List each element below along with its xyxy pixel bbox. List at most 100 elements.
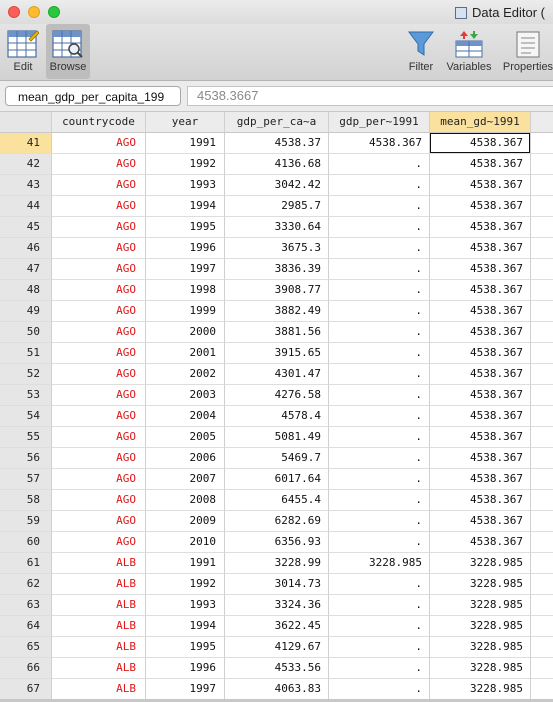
gdp-per-capita-1991-cell[interactable]: .	[329, 616, 430, 637]
year-cell[interactable]: 1993	[146, 595, 225, 616]
gdp-per-capita-1991-cell[interactable]: .	[329, 154, 430, 175]
table-row[interactable]: 42 AGO 1992 4136.68. 4538.367	[0, 154, 553, 175]
mean-gdp-1991-cell[interactable]: 4538.367	[430, 385, 531, 406]
mean-gdp-1991-cell[interactable]: 4538.367	[430, 427, 531, 448]
row-number-cell[interactable]: 52	[0, 364, 52, 385]
mean-gdp-1991-cell[interactable]: 4538.367	[430, 238, 531, 259]
mean-gdp-1991-cell[interactable]: 4538.367	[430, 490, 531, 511]
row-number-cell[interactable]: 58	[0, 490, 52, 511]
year-cell[interactable]: 1996	[146, 658, 225, 679]
countrycode-cell[interactable]: AGO	[52, 301, 146, 322]
table-row[interactable]: 43 AGO 1993 3042.42. 4538.367	[0, 175, 553, 196]
table-row[interactable]: 63 ALB 1993 3324.36. 3228.985	[0, 595, 553, 616]
mean-gdp-1991-cell[interactable]: 4538.367	[430, 469, 531, 490]
row-number-cell[interactable]: 63	[0, 595, 52, 616]
mean-gdp-1991-cell[interactable]: 4538.367	[430, 322, 531, 343]
row-number-cell[interactable]: 60	[0, 532, 52, 553]
gdp-per-capita-1991-cell[interactable]: .	[329, 175, 430, 196]
countrycode-cell[interactable]: ALB	[52, 553, 146, 574]
mean-gdp-1991-cell[interactable]: 4538.367	[430, 532, 531, 553]
row-number-cell[interactable]: 42	[0, 154, 52, 175]
column-header-year[interactable]: year	[146, 112, 225, 133]
gdp-per-capita-cell[interactable]: 4538.37	[225, 133, 329, 154]
year-cell[interactable]: 1999	[146, 301, 225, 322]
gdp-per-capita-1991-cell[interactable]: .	[329, 595, 430, 616]
mean-gdp-1991-cell[interactable]: 4538.367	[430, 259, 531, 280]
table-row[interactable]: 44 AGO 1994 2985.7. 4538.367	[0, 196, 553, 217]
countrycode-cell[interactable]: AGO	[52, 154, 146, 175]
year-cell[interactable]: 2002	[146, 364, 225, 385]
table-row[interactable]: 60 AGO 2010 6356.93. 4538.367	[0, 532, 553, 553]
table-row[interactable]: 65 ALB 1995 4129.67. 3228.985	[0, 637, 553, 658]
mean-gdp-1991-cell[interactable]: 3228.985	[430, 616, 531, 637]
column-header-mean-gdp-1991[interactable]: mean_gd~1991	[430, 112, 531, 133]
countrycode-cell[interactable]: AGO	[52, 343, 146, 364]
gdp-per-capita-1991-cell[interactable]: .	[329, 196, 430, 217]
row-number-cell[interactable]: 59	[0, 511, 52, 532]
gdp-per-capita-1991-cell[interactable]: .	[329, 511, 430, 532]
column-header-countrycode[interactable]: countrycode	[52, 112, 146, 133]
mean-gdp-1991-cell[interactable]: 4538.367	[430, 154, 531, 175]
countrycode-cell[interactable]: AGO	[52, 427, 146, 448]
mean-gdp-1991-cell[interactable]: 4538.367	[430, 511, 531, 532]
table-row[interactable]: 52 AGO 2002 4301.47. 4538.367	[0, 364, 553, 385]
row-number-cell[interactable]: 41	[0, 133, 52, 154]
gdp-per-capita-cell[interactable]: 3330.64	[225, 217, 329, 238]
mean-gdp-1991-cell[interactable]: 4538.367	[430, 406, 531, 427]
gdp-per-capita-cell[interactable]: 3622.45	[225, 616, 329, 637]
gdp-per-capita-1991-cell[interactable]: .	[329, 217, 430, 238]
gdp-per-capita-1991-cell[interactable]: .	[329, 406, 430, 427]
gdp-per-capita-cell[interactable]: 3324.36	[225, 595, 329, 616]
gdp-per-capita-1991-cell[interactable]: .	[329, 448, 430, 469]
table-row[interactable]: 46 AGO 1996 3675.3. 4538.367	[0, 238, 553, 259]
gdp-per-capita-1991-cell[interactable]: 4538.367	[329, 133, 430, 154]
mean-gdp-1991-cell[interactable]: 4538.367	[430, 280, 531, 301]
countrycode-cell[interactable]: AGO	[52, 259, 146, 280]
edit-mode-button[interactable]: Edit	[0, 24, 46, 79]
mean-gdp-1991-cell[interactable]: 3228.985	[430, 658, 531, 679]
table-row[interactable]: 50 AGO 2000 3881.56. 4538.367	[0, 322, 553, 343]
variables-button[interactable]: Variables	[440, 24, 498, 79]
gdp-per-capita-1991-cell[interactable]: .	[329, 343, 430, 364]
gdp-per-capita-1991-cell[interactable]: .	[329, 427, 430, 448]
row-number-cell[interactable]: 43	[0, 175, 52, 196]
row-number-cell[interactable]: 48	[0, 280, 52, 301]
gdp-per-capita-1991-cell[interactable]: .	[329, 259, 430, 280]
gdp-per-capita-cell[interactable]: 4301.47	[225, 364, 329, 385]
year-cell[interactable]: 1995	[146, 637, 225, 658]
gdp-per-capita-1991-cell[interactable]: .	[329, 469, 430, 490]
gdp-per-capita-1991-cell[interactable]: .	[329, 490, 430, 511]
year-cell[interactable]: 2007	[146, 469, 225, 490]
countrycode-cell[interactable]: ALB	[52, 574, 146, 595]
year-cell[interactable]: 1991	[146, 553, 225, 574]
year-cell[interactable]: 1992	[146, 154, 225, 175]
year-cell[interactable]: 1992	[146, 574, 225, 595]
gdp-per-capita-cell[interactable]: 3014.73	[225, 574, 329, 595]
filter-button[interactable]: Filter	[402, 24, 440, 79]
gdp-per-capita-1991-cell[interactable]: .	[329, 658, 430, 679]
gdp-per-capita-cell[interactable]: 4533.56	[225, 658, 329, 679]
countrycode-cell[interactable]: AGO	[52, 490, 146, 511]
gdp-per-capita-cell[interactable]: 4578.4	[225, 406, 329, 427]
gdp-per-capita-cell[interactable]: 6017.64	[225, 469, 329, 490]
gdp-per-capita-1991-cell[interactable]: .	[329, 301, 430, 322]
table-row[interactable]: 54 AGO 2004 4578.4. 4538.367	[0, 406, 553, 427]
gdp-per-capita-cell[interactable]: 4129.67	[225, 637, 329, 658]
column-header-gdp-per-capita-1991[interactable]: gdp_per~1991	[329, 112, 430, 133]
gdp-per-capita-cell[interactable]: 4063.83	[225, 679, 329, 700]
gdp-per-capita-cell[interactable]: 3228.99	[225, 553, 329, 574]
mean-gdp-1991-cell[interactable]: 4538.367	[430, 196, 531, 217]
row-number-cell[interactable]: 45	[0, 217, 52, 238]
year-cell[interactable]: 1996	[146, 238, 225, 259]
table-row[interactable]: 55 AGO 2005 5081.49. 4538.367	[0, 427, 553, 448]
cell-value-field[interactable]: 4538.3667	[187, 86, 553, 106]
year-cell[interactable]: 1997	[146, 259, 225, 280]
year-cell[interactable]: 1994	[146, 196, 225, 217]
row-number-cell[interactable]: 44	[0, 196, 52, 217]
minimize-window-button[interactable]	[28, 6, 40, 18]
countrycode-cell[interactable]: AGO	[52, 133, 146, 154]
gdp-per-capita-cell[interactable]: 3915.65	[225, 343, 329, 364]
countrycode-cell[interactable]: ALB	[52, 637, 146, 658]
gdp-per-capita-1991-cell[interactable]: .	[329, 364, 430, 385]
gdp-per-capita-1991-cell[interactable]: 3228.985	[329, 553, 430, 574]
